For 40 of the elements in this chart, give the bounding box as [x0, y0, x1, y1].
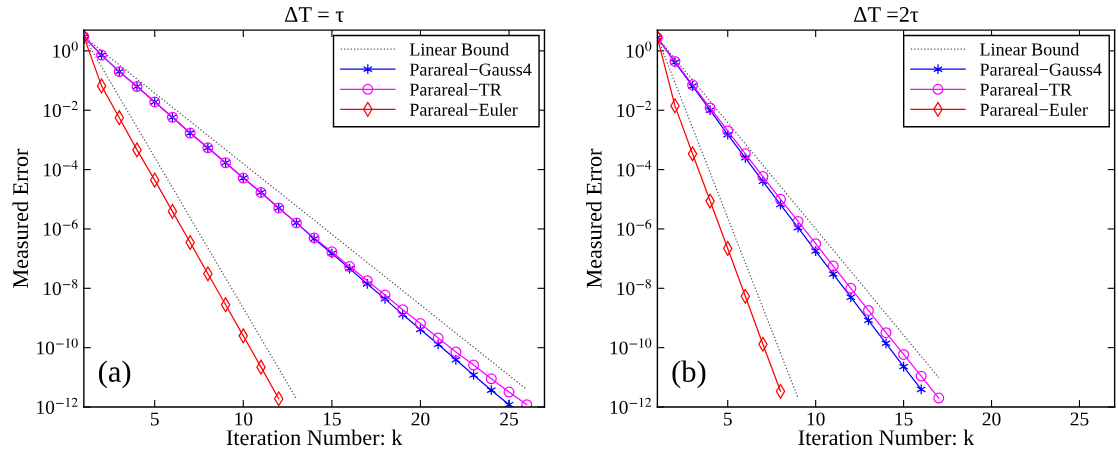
y-tick-label: 10$^{0}$ — [626, 41, 652, 58]
x-tick-label: 10 — [235, 412, 253, 426]
y-tick-label: 10$^{−12}$ — [610, 397, 652, 414]
x-tick-label: 15 — [323, 412, 341, 426]
y-tick-label: 10$^{−6}$ — [43, 219, 78, 236]
y-tick-label: 10$^{−2}$ — [617, 100, 652, 118]
y-tick-label: 10$^{−4}$ — [43, 160, 78, 177]
y-tick-label: 10$^{0}$ — [53, 41, 78, 58]
y-tick-label: 10$^{−8}$ — [43, 278, 78, 296]
x-tick-label: 5 — [150, 412, 159, 426]
y-tick-label: 10$^{−10}$ — [610, 338, 652, 355]
x-tick-label: 5 — [724, 412, 732, 426]
y-tick-label: 10$^{−12}$ — [37, 397, 78, 414]
chart-title: ΔT = τ — [284, 7, 344, 23]
x-tick-label: 10 — [807, 412, 825, 426]
y-tick-label: 10$^{−2}$ — [43, 100, 78, 118]
annotation: (a) — [99, 360, 131, 389]
x-tick-label: 15 — [895, 412, 913, 426]
legend-label: Linear Bound — [409, 42, 509, 56]
x-tick-label: 20 — [411, 412, 430, 426]
annotation: (b) — [672, 360, 706, 389]
legend-label: Parareal−Euler — [409, 103, 518, 116]
legend-label: Parareal−Gauss4 — [980, 62, 1102, 76]
y-tick-label: 10$^{−4}$ — [617, 160, 652, 177]
x-tick-label: 20 — [982, 412, 1001, 426]
y-axis-title: Measured Error — [586, 148, 602, 288]
legend-label: Parareal−Euler — [980, 103, 1088, 116]
chart-title: ΔT =2τ — [854, 7, 919, 23]
y-axis-title: Measured Error — [12, 148, 29, 288]
legend-label: Parareal−TR — [980, 83, 1072, 96]
legend-label: Parareal−TR — [409, 83, 502, 96]
x-tick-label: 25 — [1070, 412, 1089, 426]
y-tick-label: 10$^{−8}$ — [617, 278, 651, 296]
x-tick-label: 25 — [500, 412, 518, 426]
y-tick-label: 10$^{−10}$ — [37, 338, 78, 355]
x-axis-title: Iteration Number: k — [798, 429, 975, 446]
y-tick-label: 10$^{−6}$ — [617, 219, 652, 236]
legend-label: Linear Bound — [980, 42, 1080, 56]
x-axis-title: Iteration Number: k — [226, 429, 403, 446]
legend-label: Parareal−Gauss4 — [409, 62, 532, 76]
